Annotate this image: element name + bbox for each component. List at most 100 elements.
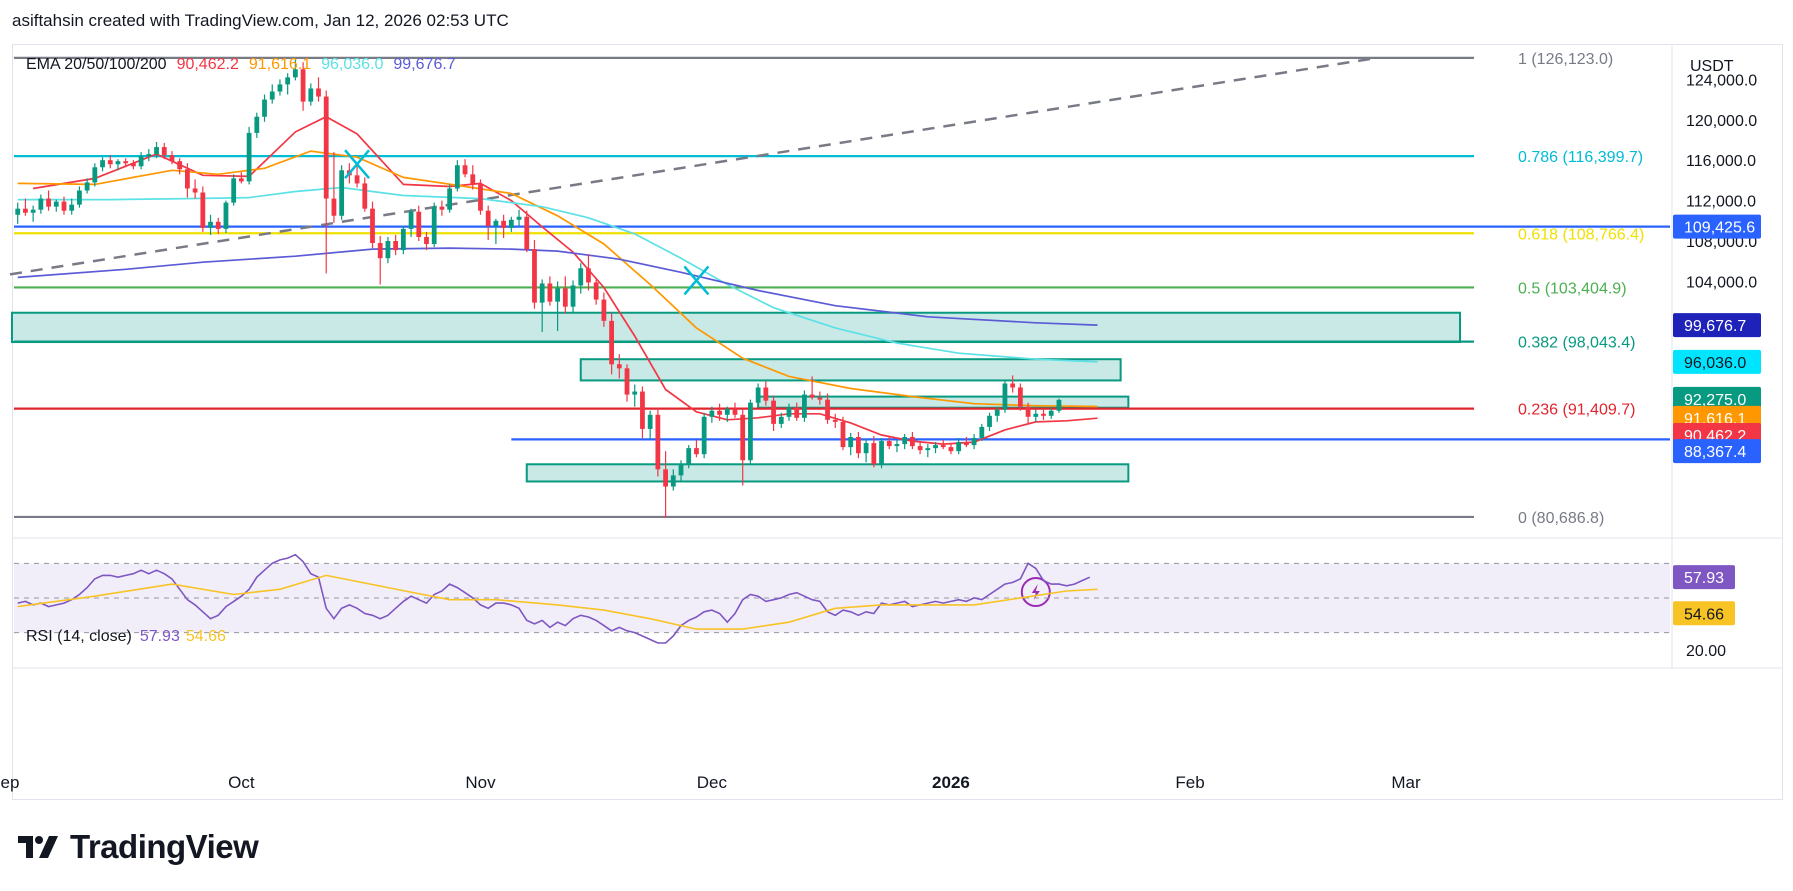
candle-body[interactable] <box>763 387 769 401</box>
candle-body[interactable] <box>223 202 229 229</box>
candle-body[interactable] <box>609 320 614 365</box>
candle-body[interactable] <box>208 221 213 228</box>
candle-body[interactable] <box>46 198 51 207</box>
candle-body[interactable] <box>38 198 44 210</box>
candle-body[interactable] <box>948 447 954 452</box>
candle-body[interactable] <box>686 448 692 465</box>
candle-body[interactable] <box>1056 399 1062 411</box>
candle-body[interactable] <box>100 160 105 168</box>
candle-body[interactable] <box>817 397 823 400</box>
candle-body[interactable] <box>640 391 645 429</box>
candle-body[interactable] <box>254 116 260 133</box>
candle-body[interactable] <box>670 475 676 487</box>
candle-body[interactable] <box>138 156 144 167</box>
candle-body[interactable] <box>647 414 653 429</box>
candle-body[interactable] <box>778 416 784 424</box>
candle-body[interactable] <box>1041 413 1046 416</box>
candle-body[interactable] <box>856 437 861 454</box>
candle-body[interactable] <box>794 407 800 418</box>
candle-body[interactable] <box>269 91 275 100</box>
candle-body[interactable] <box>809 394 815 398</box>
candle-body[interactable] <box>331 198 337 216</box>
candle-body[interactable] <box>501 220 507 228</box>
candle-body[interactable] <box>825 399 830 420</box>
candle-body[interactable] <box>956 442 962 452</box>
candle-body[interactable] <box>393 241 399 251</box>
candle-body[interactable] <box>902 437 908 445</box>
candle-body[interactable] <box>185 169 190 189</box>
candle-body[interactable] <box>1017 387 1023 407</box>
candle-body[interactable] <box>886 441 892 447</box>
candle-body[interactable] <box>424 236 429 245</box>
candle-body[interactable] <box>154 147 159 155</box>
candle-body[interactable] <box>146 154 152 157</box>
candle-body[interactable] <box>292 69 298 78</box>
candle-body[interactable] <box>894 444 900 447</box>
candle-body[interactable] <box>624 368 630 395</box>
candle-body[interactable] <box>678 464 684 476</box>
candle-body[interactable] <box>300 69 306 102</box>
candle-body[interactable] <box>848 437 854 448</box>
candle-body[interactable] <box>555 288 560 302</box>
candle-body[interactable] <box>447 188 453 210</box>
candle-body[interactable] <box>539 283 545 303</box>
candle-body[interactable] <box>84 182 90 191</box>
candle-body[interactable] <box>408 211 414 229</box>
candle-body[interactable] <box>663 469 668 487</box>
candle-body[interactable] <box>724 408 730 415</box>
candle-body[interactable] <box>786 407 792 417</box>
candle-body[interactable] <box>92 167 98 183</box>
candle-body[interactable] <box>169 155 175 162</box>
candle-body[interactable] <box>385 241 391 259</box>
candle-body[interactable] <box>516 216 522 220</box>
candle-body[interactable] <box>61 201 67 211</box>
candle-body[interactable] <box>971 438 977 446</box>
candle-body[interactable] <box>732 408 738 415</box>
candle-body[interactable] <box>30 209 36 213</box>
candle-body[interactable] <box>123 161 129 164</box>
candle-body[interactable] <box>940 445 946 448</box>
candle-body[interactable] <box>262 99 267 117</box>
candle-body[interactable] <box>717 410 722 415</box>
candle-body[interactable] <box>832 419 838 422</box>
candle-body[interactable] <box>15 208 21 215</box>
candle-body[interactable] <box>1002 383 1008 410</box>
candle-body[interactable] <box>748 402 753 461</box>
candle-body[interactable] <box>107 160 113 165</box>
candle-body[interactable] <box>562 288 568 307</box>
candle-body[interactable] <box>478 184 483 211</box>
candle-body[interactable] <box>354 175 360 184</box>
candle-body[interactable] <box>1033 413 1039 417</box>
candle-body[interactable] <box>601 299 607 321</box>
candle-body[interactable] <box>470 174 476 185</box>
candle-body[interactable] <box>316 88 321 97</box>
candle-body[interactable] <box>879 441 884 465</box>
candle-body[interactable] <box>709 410 715 417</box>
candle-body[interactable] <box>925 448 931 451</box>
candle-body[interactable] <box>462 165 468 175</box>
candle-body[interactable] <box>910 437 915 447</box>
candle-body[interactable] <box>370 208 375 244</box>
candle-body[interactable] <box>632 391 638 395</box>
candle-body[interactable] <box>1010 383 1016 388</box>
candle-body[interactable] <box>755 387 761 403</box>
candle-body[interactable] <box>53 201 59 207</box>
candle-body[interactable] <box>508 219 514 228</box>
candle-body[interactable] <box>485 210 491 226</box>
candle-body[interactable] <box>802 394 807 418</box>
candle-body[interactable] <box>246 132 252 182</box>
candle-body[interactable] <box>77 190 82 205</box>
candle-body[interactable] <box>69 204 75 211</box>
candle-body[interactable] <box>578 268 584 286</box>
candle-body[interactable] <box>493 220 499 226</box>
candle-body[interactable] <box>454 165 460 189</box>
candle-body[interactable] <box>871 443 877 465</box>
candle-body[interactable] <box>840 421 846 448</box>
candle-body[interactable] <box>863 443 869 454</box>
candle-body[interactable] <box>131 163 136 167</box>
candle-body[interactable] <box>231 178 237 203</box>
candle-body[interactable] <box>308 88 314 102</box>
candle-body[interactable] <box>616 364 622 369</box>
candle-body[interactable] <box>161 147 167 156</box>
